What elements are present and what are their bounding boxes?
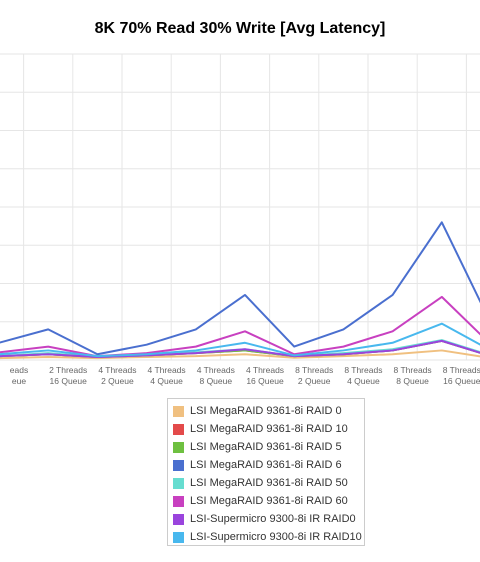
x-tick-label: eue (12, 376, 26, 386)
legend-label: LSI MegaRAID 9361-8i RAID 60 (190, 495, 348, 507)
series-lines (0, 221, 480, 360)
legend-item[interactable]: LSI MegaRAID 9361-8i RAID 60 (173, 492, 364, 510)
x-tick-label: 8 Threads (344, 365, 382, 375)
series-line-0 (0, 349, 480, 360)
legend-label: LSI MegaRAID 9361-8i RAID 50 (190, 477, 348, 489)
x-tick-label: 8 Threads (394, 365, 432, 375)
x-tick-label: 16 Queue (50, 376, 88, 386)
x-tick-label: 16 Queue (246, 376, 284, 386)
x-tick-label: 2 Queue (101, 376, 134, 386)
legend-item[interactable]: LSI MegaRAID 9361-8i RAID 5 (173, 438, 364, 456)
legend-item[interactable]: LSI-Supermicro 9300-8i IR RAID10 (173, 528, 364, 546)
legend-swatch (173, 459, 184, 471)
x-tick-label: eads (10, 365, 28, 375)
legend-swatch (173, 513, 184, 525)
legend-item[interactable]: LSI MegaRAID 9361-8i RAID 6 (173, 456, 364, 474)
chart-title: 8K 70% Read 30% Write [Avg Latency] (94, 20, 386, 37)
x-tick-label: 8 Queue (199, 376, 232, 386)
legend-swatch (173, 423, 184, 435)
series-line-3 (0, 221, 480, 356)
legend-swatch (173, 405, 184, 417)
legend-label: LSI-Supermicro 9300-8i IR RAID10 (190, 531, 362, 543)
legend-item[interactable]: LSI MegaRAID 9361-8i RAID 0 (173, 402, 364, 420)
chart-legend: LSI MegaRAID 9361-8i RAID 0 LSI MegaRAID … (167, 398, 365, 546)
x-tick-label: 8 Threads (295, 365, 333, 375)
legend-item[interactable]: LSI-Supermicro 9300-8i IR RAID0 (173, 510, 364, 528)
legend-label: LSI-Supermicro 9300-8i IR RAID0 (190, 513, 356, 525)
legend-label: LSI MegaRAID 9361-8i RAID 10 (190, 423, 348, 435)
legend-label: LSI MegaRAID 9361-8i RAID 0 (190, 405, 342, 417)
x-tick-label: 4 Threads (246, 365, 284, 375)
x-tick-label: 8 Queue (396, 376, 429, 386)
chart-grid (0, 53, 480, 361)
x-tick-label: 4 Threads (148, 365, 186, 375)
legend-item[interactable]: LSI MegaRAID 9361-8i RAID 10 (173, 420, 364, 438)
x-tick-label: 4 Threads (98, 365, 136, 375)
legend-item[interactable]: LSI MegaRAID 9361-8i RAID 50 (173, 474, 364, 492)
x-tick-label: 4 Queue (347, 376, 380, 386)
x-tick-label: 4 Queue (150, 376, 183, 386)
series-line-7 (0, 322, 480, 358)
x-tick-label: 4 Threads (197, 365, 235, 375)
series-line-5 (0, 295, 480, 358)
x-tick-label: 2 Threads (49, 365, 87, 375)
legend-label: LSI MegaRAID 9361-8i RAID 5 (190, 441, 342, 453)
x-tick-label: 8 Threads (443, 365, 480, 375)
legend-swatch (173, 495, 184, 507)
legend-label: LSI MegaRAID 9361-8i RAID 6 (190, 459, 342, 471)
legend-swatch (173, 441, 184, 453)
legend-swatch (173, 531, 184, 543)
series-line-6 (0, 339, 480, 358)
x-tick-label: 16 Queue (443, 376, 480, 386)
x-tick-label: 2 Queue (298, 376, 331, 386)
legend-swatch (173, 477, 184, 489)
